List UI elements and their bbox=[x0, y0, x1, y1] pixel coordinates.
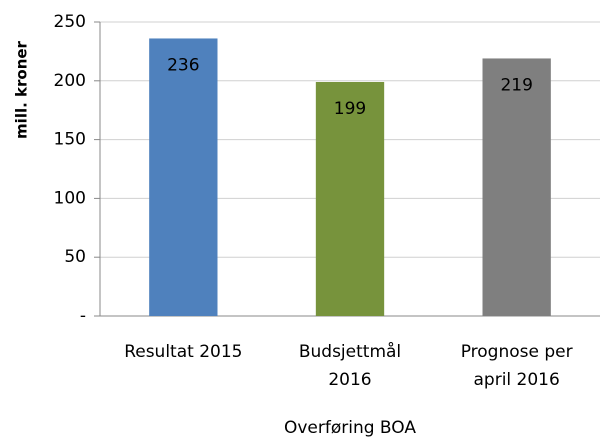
bar bbox=[315, 81, 385, 316]
bar bbox=[482, 58, 551, 317]
y-tick-label: 100 bbox=[54, 188, 86, 208]
x-tick-label: Prognose per april 2016 bbox=[460, 342, 573, 390]
bar bbox=[149, 38, 218, 317]
y-tick-label: 200 bbox=[54, 71, 86, 91]
data-label: 199 bbox=[334, 99, 366, 119]
x-axis-label: Overføring BOA bbox=[284, 418, 416, 438]
x-tick-label: Budsjettmål 2016 bbox=[298, 342, 402, 390]
y-axis-label: mill. kroner bbox=[13, 40, 31, 139]
x-tick-label: Resultat 2015 bbox=[124, 342, 243, 362]
y-tick-label: - bbox=[80, 306, 86, 326]
y-tick-label: 250 bbox=[54, 12, 86, 32]
y-tick-label: 150 bbox=[54, 130, 86, 150]
y-tick-label: 50 bbox=[64, 247, 86, 267]
data-label: 236 bbox=[167, 55, 199, 75]
data-label: 219 bbox=[500, 75, 532, 95]
